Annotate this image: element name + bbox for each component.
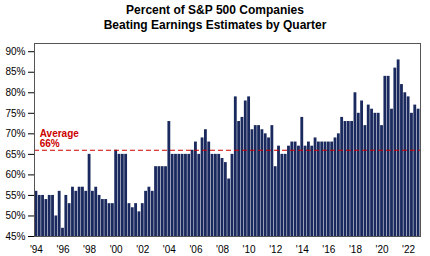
svg-text:Average66%: Average66%	[40, 128, 80, 149]
svg-text:60%: 60%	[5, 169, 25, 180]
svg-text:'94: '94	[30, 244, 43, 255]
svg-text:50%: 50%	[5, 210, 25, 221]
svg-text:70%: 70%	[5, 128, 25, 139]
svg-text:45%: 45%	[5, 231, 25, 242]
svg-text:'12: '12	[269, 244, 282, 255]
svg-text:55%: 55%	[5, 190, 25, 201]
svg-text:90%: 90%	[5, 46, 25, 57]
svg-text:'02: '02	[136, 244, 149, 255]
svg-text:85%: 85%	[5, 66, 25, 77]
svg-text:'16: '16	[322, 244, 335, 255]
svg-text:'00: '00	[110, 244, 123, 255]
svg-text:'98: '98	[83, 244, 96, 255]
svg-text:'04: '04	[163, 244, 176, 255]
svg-text:'06: '06	[189, 244, 202, 255]
svg-text:'18: '18	[349, 244, 362, 255]
svg-text:'20: '20	[376, 244, 389, 255]
svg-text:65%: 65%	[5, 149, 25, 160]
svg-text:'96: '96	[56, 244, 69, 255]
html-text:Beating Earnings Estimates by: Beating Earnings Estimates by Quarter	[103, 18, 327, 32]
svg-text:'14: '14	[296, 244, 309, 255]
html-text:Percent of S&P 500 Companies: Percent of S&P 500 Companies	[126, 3, 304, 17]
svg-text:80%: 80%	[5, 87, 25, 98]
svg-text:'08: '08	[216, 244, 229, 255]
svg-text:'22: '22	[402, 244, 415, 255]
svg-text:75%: 75%	[5, 108, 25, 119]
svg-text:'10: '10	[243, 244, 256, 255]
